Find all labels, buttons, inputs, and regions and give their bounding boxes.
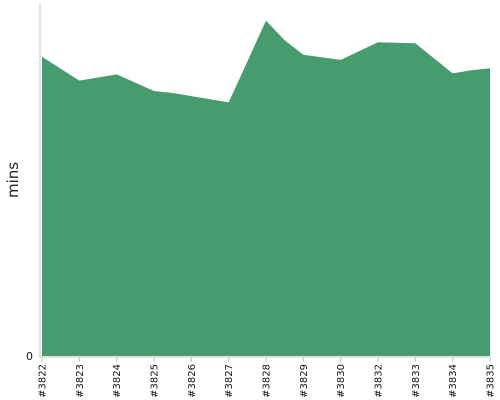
y-axis-label: mins (4, 162, 22, 198)
x-tick-label: #3830 (336, 364, 347, 398)
series-area-0 (42, 20, 490, 356)
series-area-layer (42, 20, 490, 356)
x-tick-label: #3824 (112, 364, 123, 398)
x-tick-label: #3823 (75, 364, 86, 398)
x-tick-label: #3826 (187, 364, 198, 398)
x-tick-label: #3822 (38, 364, 49, 398)
x-tick-label: #3828 (262, 364, 273, 398)
x-tick-label: #3832 (374, 364, 385, 398)
x-tick-label: #3835 (486, 364, 497, 398)
x-tick-label: #3833 (411, 364, 422, 398)
x-axis-ticks: #3822 #3823 #3824 #3825 #3826 #3827 #3828 #3829… (38, 357, 497, 398)
x-tick-label: #3834 (448, 364, 459, 398)
x-tick-label: #3829 (299, 364, 310, 398)
plot-area: #3822 #3823 #3824 #3825 #3826 #3827 #3828 #3829… (26, 4, 497, 398)
y-tick-label-0: 0 (26, 350, 33, 363)
x-tick-label: #3827 (224, 364, 235, 398)
x-tick-label: #3825 (150, 364, 161, 398)
